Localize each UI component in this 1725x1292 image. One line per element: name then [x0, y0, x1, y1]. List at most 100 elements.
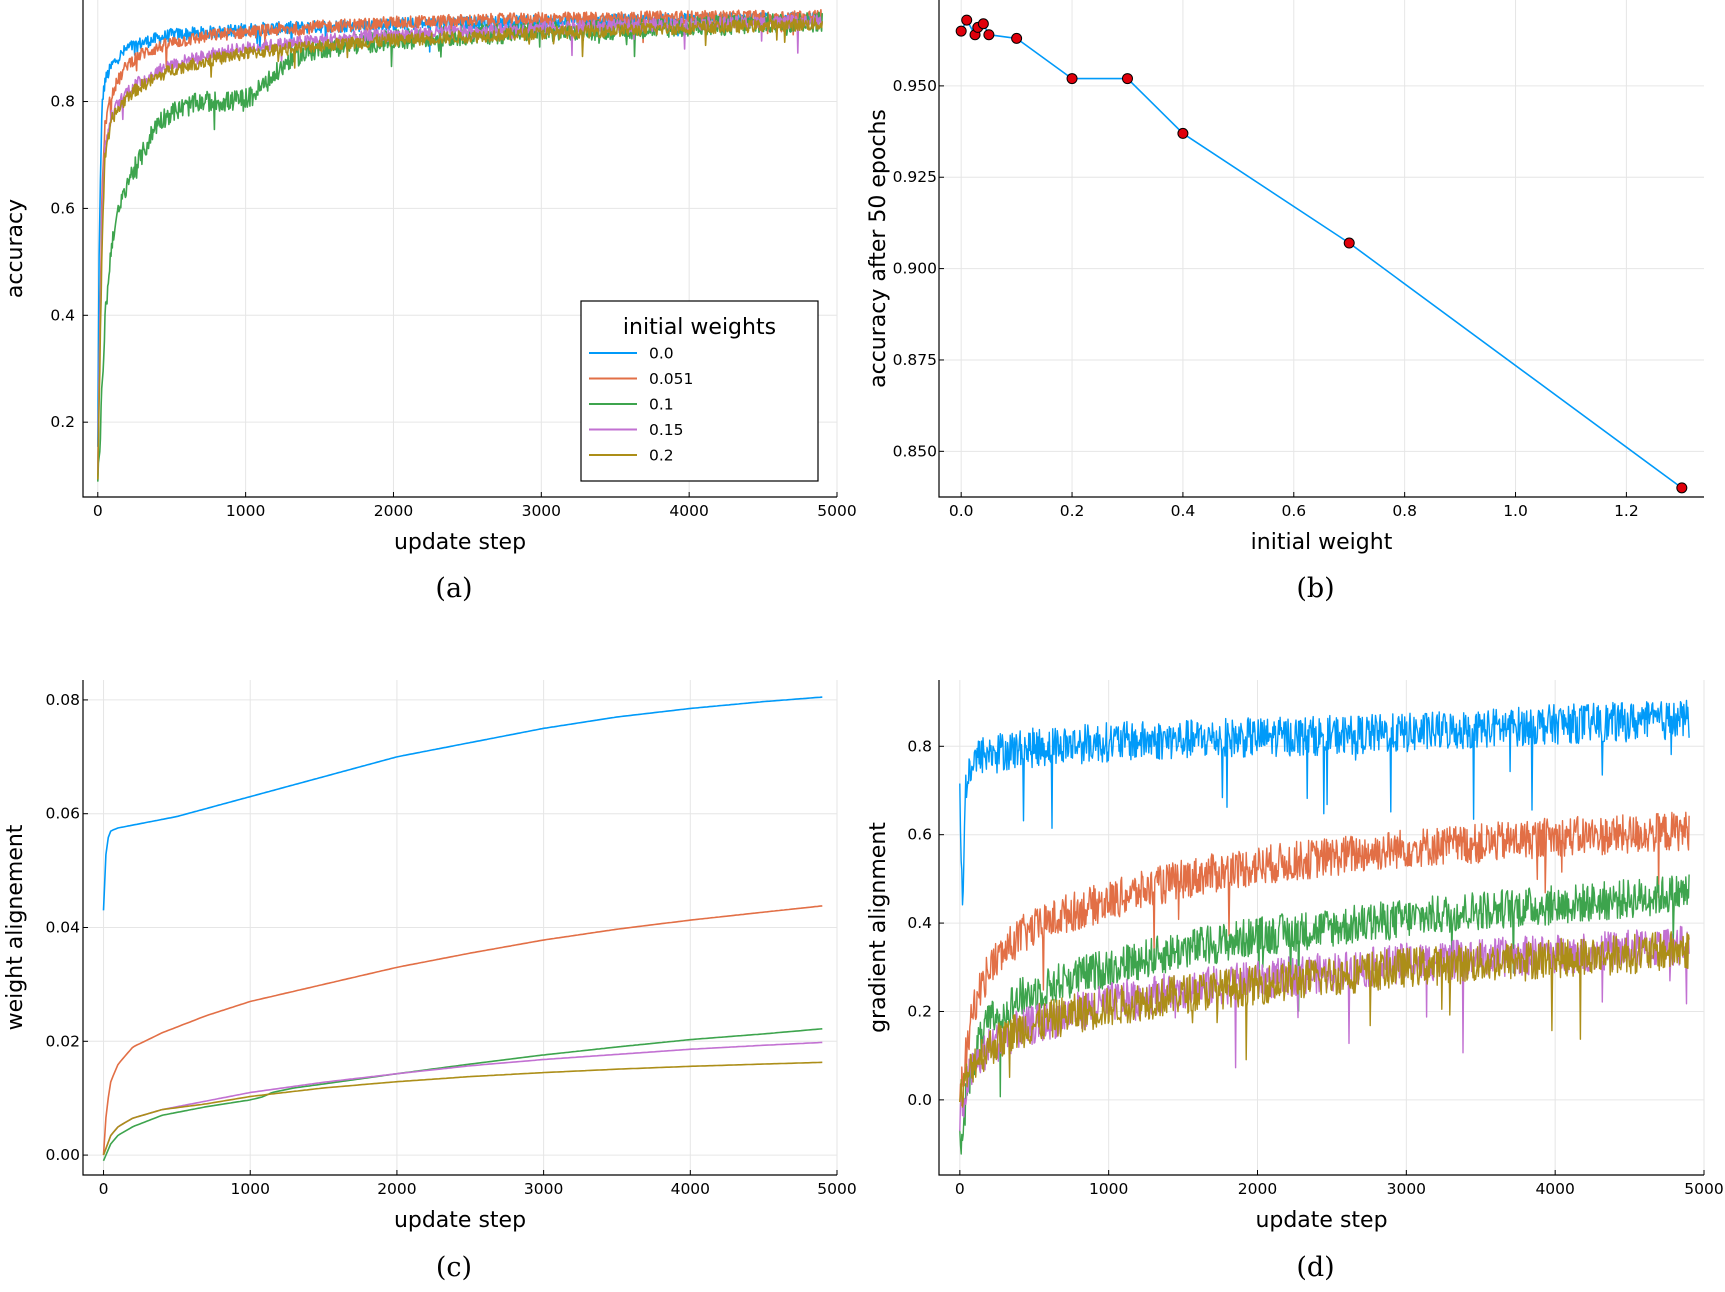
series-line-5 — [959, 931, 1690, 1108]
x-axis-label: initial weight — [1251, 530, 1393, 555]
x-tick-label: 2000 — [1238, 1180, 1277, 1198]
y-tick-label: 0.875 — [893, 351, 937, 369]
y-tick-label: 0.08 — [45, 691, 80, 709]
legend-box — [580, 300, 819, 482]
legend-entry: 0.2 — [649, 447, 674, 465]
y-tick-label: 0.2 — [907, 1002, 932, 1020]
y-tick-label: 0.950 — [893, 77, 937, 95]
series-line-2 — [102, 905, 823, 1156]
series-group — [960, 19, 1683, 489]
panel-label: (b) — [1296, 573, 1334, 604]
series-line-5 — [97, 17, 823, 480]
series-line-1 — [959, 699, 1690, 906]
chart-b: 0.0 0.2 0.4 0.6 0.8 1.0 1.2 0.850 0.875 0.900 0.92… — [866, 0, 1704, 604]
y-tick-label: 0.925 — [893, 168, 937, 186]
legend-entry: 0.15 — [649, 421, 684, 439]
data-point — [1121, 73, 1133, 85]
y-tick-label: 0.900 — [893, 260, 937, 278]
y-axis-label: accuracy — [3, 199, 28, 298]
axes-frame — [938, 680, 1704, 1176]
x-tick-label: 1000 — [231, 1180, 270, 1198]
chart-c: 0 1000 2000 3000 4000 5000 0.00 0.02 0.04 0.06 0.0… — [3, 680, 857, 1283]
x-tick-label: 5000 — [817, 1180, 856, 1198]
axes-frame — [938, 0, 1704, 498]
legend-title: initial weights — [623, 315, 776, 340]
x-tick-label: 3000 — [522, 502, 561, 520]
x-tick-label: 3000 — [1387, 1180, 1426, 1198]
data-point — [977, 18, 989, 30]
x-tick-label: 1000 — [226, 502, 265, 520]
data-point — [1343, 237, 1355, 249]
data-point — [1676, 482, 1688, 494]
chart-a: 0 1000 2000 3000 4000 5000 0.2 0.4 0.6 0.8 update … — [3, 0, 857, 604]
x-tick-label: 0.6 — [1281, 502, 1306, 520]
x-tick-label: 0 — [99, 1180, 109, 1198]
legend: initial weights 0.0 0.051 0.1 0.15 0.2 — [580, 300, 819, 482]
data-point — [961, 14, 973, 26]
legend-entry: 0.0 — [649, 345, 674, 363]
x-tick-label: 0.8 — [1392, 502, 1417, 520]
y-tick-label: 0.850 — [893, 442, 937, 460]
x-axis-label: update step — [394, 530, 526, 555]
x-tick-label: 5000 — [1684, 1180, 1723, 1198]
y-tick-label: 0.00 — [45, 1146, 80, 1164]
y-axis-label: gradient alignment — [866, 822, 891, 1033]
x-axis-label: update step — [1255, 1208, 1387, 1233]
series-line-2 — [97, 9, 823, 480]
y-tick-label: 0.4 — [907, 914, 932, 932]
legend-entry: 0.051 — [649, 370, 693, 388]
panel-label: (d) — [1296, 1252, 1334, 1283]
y-tick-label: 0.0 — [907, 1091, 932, 1109]
x-tick-label: 0 — [93, 502, 103, 520]
x-tick-label: 0 — [955, 1180, 965, 1198]
x-tick-label: 1000 — [1089, 1180, 1128, 1198]
series-line-3 — [102, 1028, 823, 1162]
data-point — [1177, 127, 1189, 139]
series-line-3 — [959, 874, 1690, 1155]
y-tick-label: 0.04 — [45, 919, 80, 937]
y-tick-label: 0.6 — [907, 826, 932, 844]
y-tick-label: 0.02 — [45, 1032, 80, 1050]
chart-d: 0 1000 2000 3000 4000 5000 0.0 0.2 0.4 0.6 0.8 upda… — [866, 680, 1724, 1283]
series-line-1 — [102, 696, 823, 911]
x-tick-label: 5000 — [817, 502, 856, 520]
series-group — [102, 696, 823, 1162]
series-line-2 — [959, 811, 1690, 1107]
x-tick-label: 2000 — [377, 1180, 416, 1198]
x-tick-label: 2000 — [374, 502, 413, 520]
axes-frame — [82, 680, 837, 1176]
y-tick-label: 0.8 — [907, 737, 932, 755]
x-axis-label: update step — [394, 1208, 526, 1233]
panel-label: (c) — [436, 1252, 472, 1283]
series-line-1 — [960, 19, 1683, 489]
data-point — [1011, 32, 1023, 44]
data-point — [983, 29, 995, 41]
y-tick-label: 0.6 — [50, 199, 75, 217]
series-line-5 — [102, 1061, 823, 1156]
x-tick-label: 4000 — [1535, 1180, 1574, 1198]
series-group — [97, 9, 823, 482]
series-group — [959, 699, 1690, 1155]
series-line-4 — [102, 1041, 823, 1156]
data-point — [955, 25, 967, 37]
x-tick-label: 1.2 — [1614, 502, 1639, 520]
x-tick-label: 0.0 — [949, 502, 974, 520]
y-axis-label: accuracy after 50 epochs — [866, 109, 891, 388]
y-tick-label: 0.4 — [50, 306, 75, 324]
axes-frame — [82, 0, 837, 498]
panel-label: (a) — [435, 573, 472, 604]
x-tick-label: 0.2 — [1060, 502, 1085, 520]
x-tick-label: 3000 — [524, 1180, 563, 1198]
x-tick-label: 4000 — [669, 502, 708, 520]
y-tick-label: 0.8 — [50, 93, 75, 111]
x-tick-label: 0.4 — [1171, 502, 1196, 520]
legend-entry: 0.1 — [649, 396, 674, 414]
x-tick-label: 4000 — [671, 1180, 710, 1198]
y-tick-label: 0.2 — [50, 413, 75, 431]
y-tick-label: 0.06 — [45, 805, 80, 823]
x-tick-label: 1.0 — [1503, 502, 1528, 520]
series-line-3 — [97, 11, 823, 482]
data-point — [1066, 73, 1078, 85]
y-axis-label: weight alignement — [3, 824, 28, 1030]
